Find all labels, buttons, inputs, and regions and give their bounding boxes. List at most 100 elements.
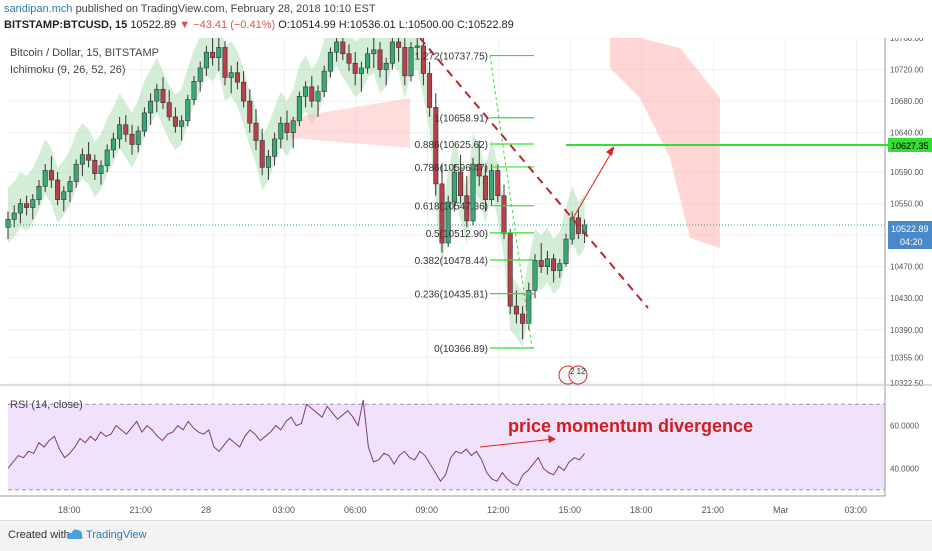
candle-body	[24, 203, 30, 208]
candle-body	[346, 53, 352, 64]
candle-body	[154, 88, 160, 102]
candle-body	[197, 67, 203, 82]
candle-body	[495, 170, 501, 197]
candlestick-series	[5, 38, 885, 340]
candle-body	[482, 175, 488, 200]
candle-body	[141, 112, 147, 132]
ichimoku-cloud	[8, 38, 720, 348]
candle-body	[309, 86, 315, 102]
candle-body	[402, 47, 408, 77]
candle-body	[253, 122, 259, 141]
candle-body	[321, 70, 327, 92]
candle-body	[371, 49, 377, 55]
candle-body	[408, 47, 414, 77]
candle-body	[61, 191, 67, 200]
projection-arrow-line	[571, 147, 615, 221]
candle-body	[259, 140, 265, 168]
candle-body	[445, 201, 451, 244]
candle-body	[210, 51, 216, 59]
fib-diagonal	[489, 55, 533, 349]
candle-body	[389, 41, 395, 64]
author-link[interactable]: sandipan.mch	[4, 3, 73, 15]
y-tick-label: 10680.00	[890, 97, 924, 106]
candle-body	[290, 120, 296, 133]
candle-body	[228, 72, 234, 78]
candle-body	[476, 163, 482, 177]
fib-label: 0.382(10478.44)	[415, 256, 488, 267]
y-tick-label: 10760.00	[890, 38, 924, 43]
open-value: 10514.99	[289, 19, 336, 31]
candle-body	[48, 170, 54, 181]
symbol-line: BITSTAMP:BTCUSD, 15 10522.89 ▼ −43.41 (−…	[4, 19, 514, 31]
candle-body	[5, 219, 11, 228]
candle-body	[135, 130, 141, 145]
x-tick-label: 09:00	[416, 505, 439, 515]
candle-body	[272, 138, 278, 157]
legend-title: Bitcoin / Dollar, 15, BITSTAMP	[10, 47, 159, 59]
candle-body	[365, 53, 371, 69]
fib-label: 0.236(10435.81)	[415, 290, 488, 301]
y-tick-label: 10720.00	[890, 66, 924, 75]
footer: Created with TradingView	[0, 520, 932, 551]
y-tick-label: 10322.50	[890, 379, 924, 388]
candle-body	[234, 72, 240, 83]
candle-body	[222, 47, 228, 78]
candle-body	[191, 81, 197, 100]
candle-body	[501, 195, 507, 234]
events-badge[interactable]: 2 12	[558, 365, 588, 385]
x-tick-label: 03:00	[845, 505, 868, 515]
candle-body	[278, 122, 284, 140]
candle-body	[296, 96, 302, 122]
publish-info: published on TradingView.com, February 2…	[75, 3, 376, 15]
rsi-line	[7, 399, 585, 487]
open-label: O:	[278, 19, 290, 31]
candle-body	[110, 138, 116, 151]
tradingview-cloud-icon	[66, 529, 83, 539]
candle-body	[42, 170, 48, 187]
candle-body	[451, 171, 457, 203]
candle-body	[507, 233, 513, 307]
candle-body	[17, 203, 23, 214]
divergence-annotation: price momentum divergence	[508, 416, 753, 436]
target-price-label: 10627.35	[888, 138, 932, 152]
countdown-text: 04:20	[900, 237, 923, 247]
candle-body	[92, 159, 98, 174]
x-tick-label: 21:00	[130, 505, 153, 515]
x-tick-label: 15:00	[559, 505, 582, 515]
candle-body	[104, 149, 110, 167]
candle-body	[117, 124, 123, 140]
legend-indicator: Ichimoku (9, 26, 52, 26)	[10, 64, 126, 76]
events-badge-text: 2 12	[570, 367, 586, 376]
candle-body	[538, 260, 544, 267]
y-tick-label: 10640.00	[890, 129, 924, 138]
y-tick-label: 10390.00	[890, 326, 924, 335]
candle-body	[377, 49, 383, 70]
close-value: 10522.89	[467, 19, 514, 31]
fib-label: 0(10366.89)	[434, 344, 488, 355]
price-change: ▼ −43.41 (−0.41%)	[179, 19, 276, 31]
close-label: C:	[456, 19, 468, 31]
x-tick-label: 12:00	[487, 505, 510, 515]
fib-label: 0.5(10512.90)	[426, 229, 488, 240]
tradingview-brand[interactable]: TradingView	[86, 529, 147, 541]
candle-body	[86, 154, 92, 161]
fib-label: 0.618(10547.36)	[415, 202, 488, 213]
projection-arrow-head	[606, 146, 614, 156]
x-tick-label: 06:00	[344, 505, 367, 515]
candle-body	[557, 263, 563, 271]
candle-body	[464, 195, 470, 222]
candle-body	[569, 217, 575, 240]
candle-body	[340, 41, 346, 55]
candle-body	[160, 88, 166, 103]
candle-body	[470, 163, 476, 222]
candle-body	[315, 91, 321, 102]
candle-body	[358, 67, 364, 74]
candle-body	[414, 45, 420, 48]
candle-body	[98, 165, 104, 174]
candle-body	[179, 120, 185, 127]
low-label: L:	[398, 19, 408, 31]
chart-area[interactable]: 1.272(10737.75) 1(10658.91) 0.886(10625.62…	[0, 38, 932, 520]
candle-body	[439, 183, 445, 244]
candle-body	[247, 100, 253, 124]
candle-body	[303, 86, 309, 97]
